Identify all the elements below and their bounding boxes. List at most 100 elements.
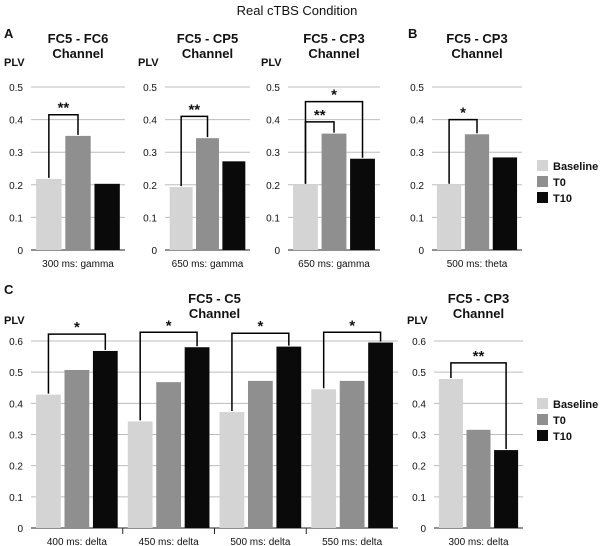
bar-t10-group-2: [184, 347, 210, 528]
chart-title-line-2: Channel: [451, 46, 502, 61]
bar-baseline-group-1: [169, 187, 193, 250]
bar-baseline-group-1: [293, 184, 318, 250]
significance-bracket: [448, 118, 478, 184]
y-tick-label: 0.1: [9, 493, 23, 504]
significance-bracket: [180, 115, 209, 187]
significance-marker: *: [257, 318, 263, 335]
legend-swatch-t0: [537, 414, 548, 425]
legend-label-t10: T10: [553, 431, 572, 443]
legend-1: Baseline T0 T10: [537, 160, 598, 205]
y-tick-label: 0.2: [143, 181, 157, 192]
legend-label-baseline: Baseline: [553, 161, 598, 173]
y-tick-label: 0.2: [9, 181, 23, 192]
legend-label-t0: T0: [553, 177, 566, 189]
legend-swatch-t0: [537, 176, 548, 187]
figure-title: Real cTBS Condition: [237, 3, 358, 18]
legends-layer: Baseline T0 T10 Baseline T0 T10: [537, 160, 598, 443]
y-tick-label: 0.4: [266, 116, 280, 127]
y-tick-label: 0.3: [412, 431, 426, 442]
bar-t0-group-1: [464, 134, 490, 250]
y-axis-label: PLV: [4, 57, 25, 69]
y-tick-label: 0.3: [9, 431, 23, 442]
x-category-label: 650 ms: gamma: [172, 259, 244, 270]
y-tick-label: 0: [17, 524, 23, 535]
y-tick-label: 0.1: [266, 213, 280, 224]
chart-title-line-2: Channel: [453, 306, 504, 321]
y-axis-label: PLV: [138, 57, 159, 69]
significance-marker: *: [166, 317, 172, 334]
bar-t10-group-1: [350, 158, 375, 250]
bar-t0-group-4: [339, 380, 365, 528]
legend-label-t10: T10: [553, 193, 572, 205]
y-tick-label: 0.2: [266, 181, 280, 192]
chart-title-line-1: FC5 - C5: [188, 291, 241, 306]
chart-title-line-1: FC5 - CP3: [303, 31, 364, 46]
charts-layer: FC5 - FC6 Channel A PLV 0 0.1 0.2 0.3 0.4 0.5 300 …: [4, 26, 523, 546]
chart-title-line-1: FC5 - CP5: [177, 31, 238, 46]
significance-marker: *: [349, 317, 355, 334]
y-tick-label: 0.3: [143, 148, 157, 159]
chart-title-line-2: Channel: [182, 46, 233, 61]
panel-letter-b: B: [408, 26, 417, 41]
y-tick-label: 0.5: [9, 83, 23, 94]
x-category-label: 650 ms: gamma: [298, 259, 370, 270]
legend-label-t0: T0: [553, 415, 566, 427]
bar-baseline-group-1: [36, 178, 62, 250]
panel-letter-c: C: [4, 282, 14, 297]
bar-baseline-group-3: [219, 412, 245, 528]
bar-t10-group-1: [94, 183, 120, 250]
chart-title-line-1: FC5 - FC6: [48, 31, 109, 46]
y-tick-label: 0: [151, 246, 157, 257]
significance-marker: **: [473, 348, 485, 365]
y-tick-label: 0.5: [9, 368, 23, 379]
bar-t0-group-1: [65, 135, 91, 250]
y-tick-label: 0.4: [410, 116, 424, 127]
y-tick-label: 0.1: [412, 493, 426, 504]
y-tick-label: 0.6: [9, 337, 23, 348]
x-category-label: 450 ms: delta: [139, 537, 199, 546]
y-tick-label: 0: [418, 246, 424, 257]
bar-t0-group-3: [247, 380, 273, 528]
y-tick-label: 0.5: [410, 83, 424, 94]
significance-marker: **: [188, 101, 200, 118]
significance-bracket: [139, 331, 198, 421]
y-tick-label: 0.4: [143, 116, 157, 127]
bar-baseline-group-2: [127, 421, 153, 528]
chart-title-line-1: FC5 - CP3: [448, 291, 509, 306]
bar-baseline-group-1: [36, 394, 61, 528]
y-tick-label: 0.3: [266, 148, 280, 159]
bar-t0-group-1: [321, 133, 347, 250]
significance-bracket: [322, 331, 382, 389]
significance-bracket: [304, 100, 364, 184]
legend-swatch-baseline: [537, 160, 548, 171]
y-tick-label: 0.2: [410, 181, 424, 192]
bar-t0-group-2: [156, 382, 182, 528]
x-category-label: 300 ms: delta: [448, 537, 508, 546]
x-category-label: 550 ms: delta: [322, 537, 382, 546]
y-tick-label: 0.5: [412, 368, 426, 379]
y-tick-label: 0.3: [9, 148, 23, 159]
legend-2: Baseline T0 T10: [537, 398, 598, 443]
x-category-label: 500 ms: delta: [230, 537, 290, 546]
bar-t10-group-1: [494, 450, 519, 528]
bar-t0-group-1: [64, 369, 90, 528]
y-tick-label: 0.4: [9, 116, 23, 127]
bar-baseline-group-1: [436, 184, 462, 250]
chart-title-line-2: Channel: [189, 306, 240, 321]
bar-t0-group-1: [196, 138, 219, 250]
bar-t0-group-1: [466, 429, 491, 528]
y-tick-label: 0.5: [143, 83, 157, 94]
significance-bracket: [450, 362, 507, 450]
bar-t10-group-4: [368, 342, 393, 528]
significance-marker: **: [58, 100, 70, 117]
y-axis-label: PLV: [4, 315, 25, 327]
significance-marker: *: [460, 105, 466, 122]
bar-t10-group-1: [222, 161, 246, 250]
y-tick-label: 0.5: [266, 83, 280, 94]
y-tick-label: 0.2: [412, 462, 426, 473]
panel-letter-a: A: [4, 26, 14, 41]
